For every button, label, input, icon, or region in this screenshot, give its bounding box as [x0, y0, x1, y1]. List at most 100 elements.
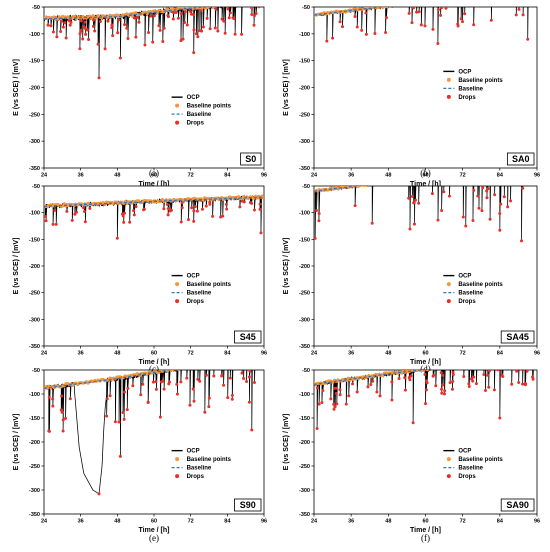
baseline-point [503, 359, 506, 362]
drop-point [225, 207, 229, 211]
drop-point [334, 386, 338, 390]
drop-point [111, 34, 115, 38]
baseline-point [523, 358, 526, 361]
drop-point [242, 200, 246, 204]
baseline-point [496, 360, 499, 363]
baseline-point [486, 168, 489, 171]
baseline-point [510, 359, 513, 362]
plot-frame [43, 369, 265, 515]
drop-point [44, 219, 48, 223]
legend-label-ocp: OCP [187, 95, 200, 101]
drop-point [514, 13, 518, 17]
baseline-point [407, 2, 410, 5]
drop-point [249, 7, 253, 10]
drop-point [122, 417, 126, 421]
baseline-point [479, 170, 482, 173]
x-tick-label: 60 [422, 173, 428, 179]
x-axis-label: Time / [h] [410, 527, 441, 534]
drop-point [445, 7, 448, 8]
drop-point [353, 14, 357, 18]
y-tick-label: -50 [32, 5, 40, 11]
drop-point [250, 428, 254, 432]
baseline-point [438, 175, 441, 178]
y-tick-label: -300 [29, 139, 40, 145]
baseline-point [188, 365, 191, 368]
x-tick-label: 96 [261, 351, 267, 357]
baseline-point [262, 195, 264, 200]
baseline-point [376, 181, 379, 184]
drop-point [123, 390, 127, 394]
baseline-point [402, 179, 405, 182]
sample-label-box [233, 498, 262, 512]
drop-point [440, 208, 444, 212]
sample-label-box [233, 330, 262, 344]
baseline-point [405, 2, 408, 5]
y-tick-label: -50 [32, 184, 40, 190]
baseline-point [210, 3, 213, 6]
drop-point [486, 373, 490, 377]
drop-point [245, 380, 249, 384]
baseline-point [498, 359, 501, 362]
baseline-point [489, 361, 492, 364]
baseline-point [432, 0, 435, 2]
baseline-point [203, 362, 206, 365]
baseline-point [405, 178, 408, 181]
drop-point [407, 11, 411, 15]
sample-label: SA90 [500, 498, 535, 512]
sample-label-text: S0 [245, 154, 256, 164]
baseline-point [235, 359, 238, 362]
baseline-point [450, 364, 453, 367]
legend-label-ocp: OCP [458, 69, 471, 75]
baseline-point [261, 358, 264, 361]
drop-point [321, 389, 325, 393]
drop-point [190, 206, 194, 210]
drop-point [113, 420, 117, 424]
drop-point [411, 421, 415, 425]
drop-point [139, 393, 143, 397]
drop-point [510, 382, 514, 386]
drop-point [338, 388, 342, 392]
baseline-point [446, 173, 449, 176]
baseline-point [383, 180, 386, 183]
drop-point [443, 389, 447, 393]
drop-point [347, 394, 351, 398]
drop-point [192, 51, 196, 55]
drop-point [417, 201, 421, 205]
baseline-point [410, 1, 413, 4]
baseline-point [208, 362, 211, 365]
drop-point [188, 9, 192, 13]
y-tick-label: -250 [29, 464, 40, 470]
baseline-point [240, 360, 243, 363]
drop-point [214, 7, 218, 11]
drop-point [105, 397, 109, 401]
drop-point [461, 20, 465, 24]
drop-point [474, 382, 478, 386]
drop-point [441, 373, 445, 377]
x-tick-label: 24 [311, 173, 318, 179]
drop-point [451, 373, 455, 377]
sample-label-box [500, 330, 535, 344]
baseline-point [479, 361, 482, 364]
baseline-point [398, 178, 401, 181]
x-tick-label: 60 [151, 173, 157, 179]
baseline-point [190, 365, 193, 368]
x-tick-label: 84 [224, 173, 231, 179]
legend-label-drops: Drops [187, 474, 205, 480]
baseline-point [424, 0, 427, 3]
baseline-series-line [314, 186, 361, 192]
baseline-point [450, 173, 453, 176]
drop-point [216, 29, 220, 33]
baseline-point [213, 7, 217, 8]
baseline-point [215, 363, 218, 366]
baseline-point [448, 174, 451, 177]
baseline-point [419, 1, 422, 4]
drop-point [233, 32, 237, 36]
baseline-point [388, 7, 391, 8]
drop-point [520, 370, 523, 371]
drop-point [162, 207, 166, 211]
drop-point [51, 397, 55, 401]
drop-point [75, 210, 79, 214]
baseline-point [371, 182, 374, 185]
